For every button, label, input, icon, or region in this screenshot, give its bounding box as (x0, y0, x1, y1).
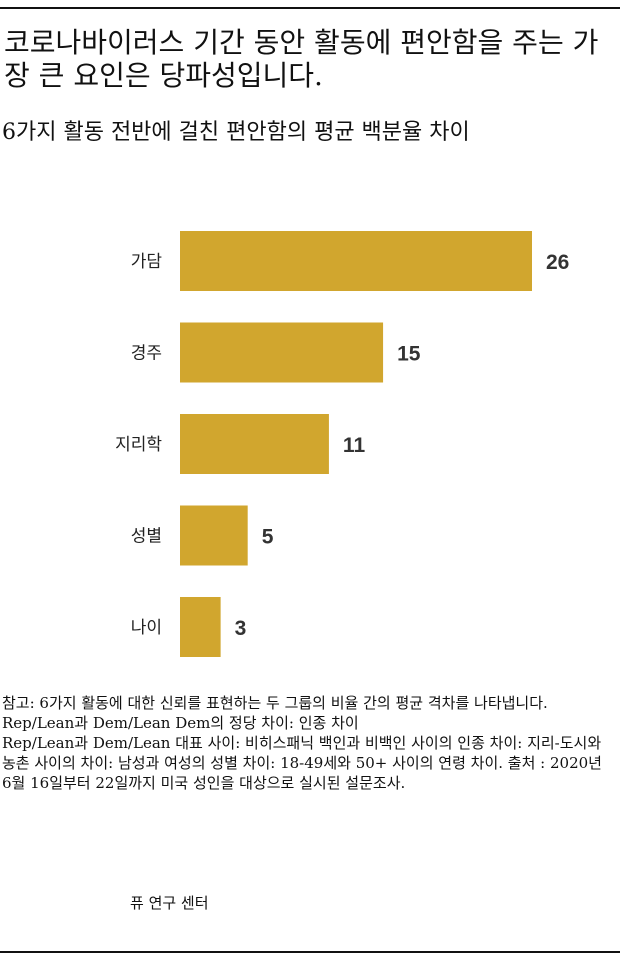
value-label: 5 (262, 526, 274, 549)
note-paragraph-1: 참고: 6가지 활동에 대한 신뢰를 표현하는 두 그룹의 비율 간의 평균 격… (2, 694, 548, 732)
bar (180, 231, 532, 291)
bar (180, 505, 248, 566)
category-label: 지리학 (115, 435, 162, 455)
value-label: 11 (343, 434, 366, 457)
value-label: 26 (546, 251, 569, 274)
chart-title: 코로나바이러스 기간 동안 활동에 편안함을 주는 가장 큰 요인은 당파성입니… (4, 26, 599, 92)
chart-subtitle: 6가지 활동 전반에 걸친 편안함의 평균 백분율 차이 (2, 120, 470, 145)
value-label: 15 (397, 343, 421, 366)
top-rule (0, 7, 620, 9)
chart-note: 참고: 6가지 활동에 대한 신뢰를 표현하는 두 그룹의 비율 간의 평균 격… (2, 693, 612, 793)
bottom-rule (0, 951, 620, 953)
category-label: 나이 (131, 618, 162, 638)
bar (180, 597, 221, 657)
bar (180, 322, 384, 383)
bar (180, 414, 329, 474)
category-label: 경주 (131, 344, 162, 364)
bar-chart: 가담 26 경주 15 지리학 11 성별 5 나이 3 (115, 231, 569, 657)
source-credit: 퓨 연구 센터 (130, 894, 209, 912)
value-label: 3 (235, 617, 247, 640)
category-label: 성별 (131, 527, 162, 547)
category-label: 가담 (131, 252, 163, 272)
note-paragraph-2: Rep/Lean과 Dem/Lean 대표 사이: 비히스패닉 백인과 비백인 … (2, 734, 602, 792)
